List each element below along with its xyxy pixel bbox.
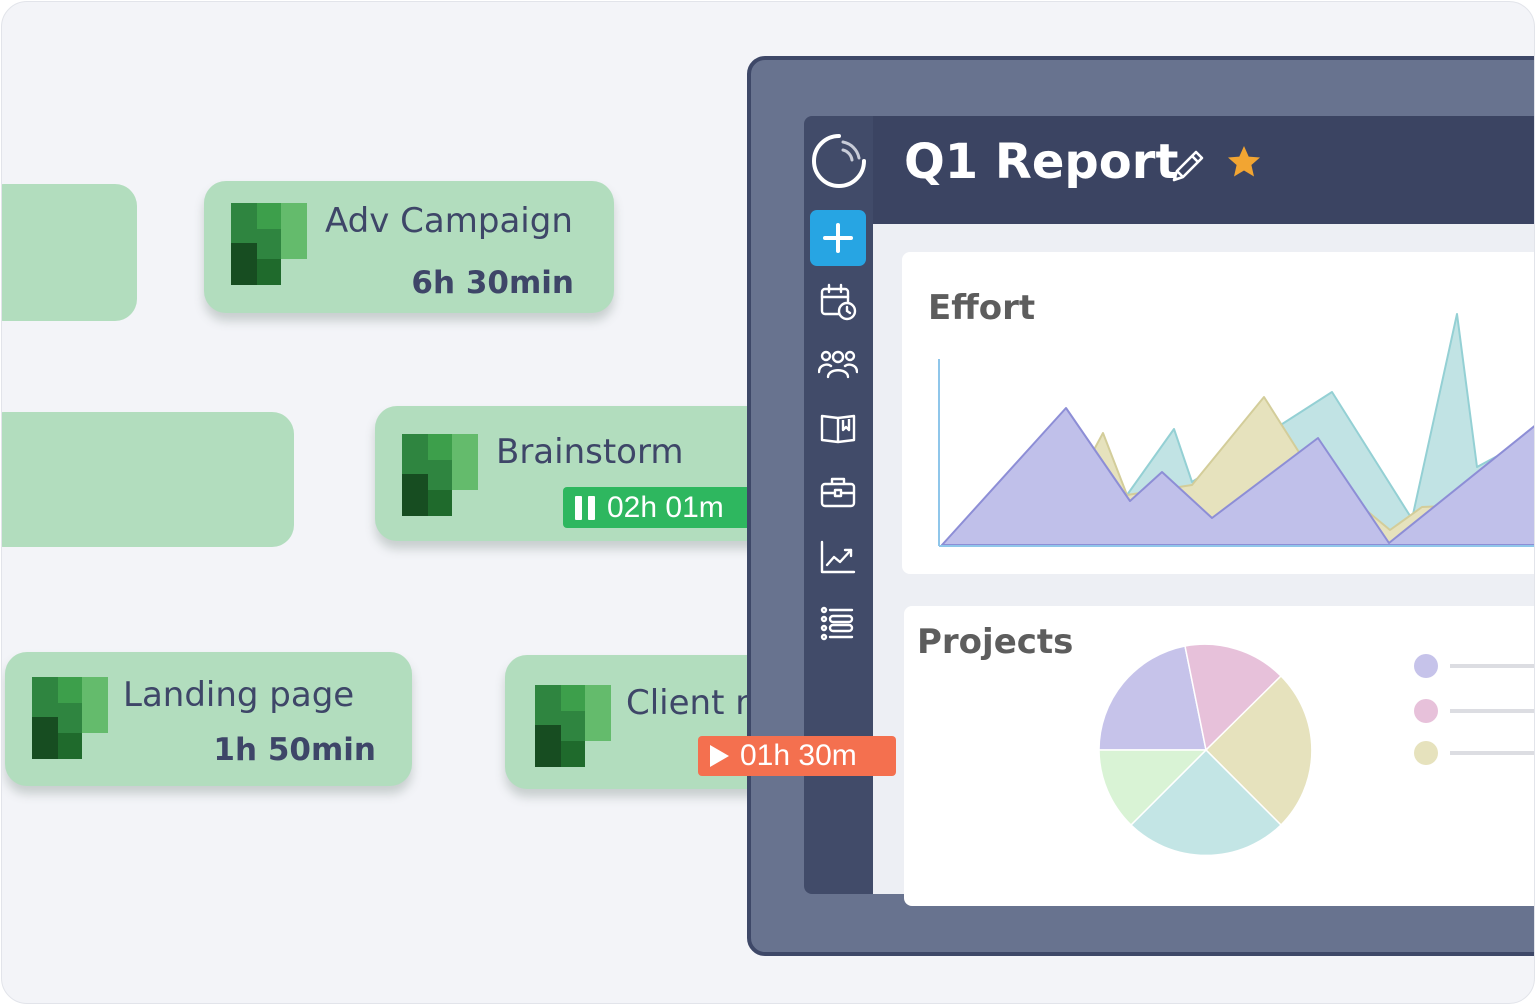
pause-icon xyxy=(575,495,595,520)
app-header xyxy=(873,116,1534,224)
page-title: Q1 Report xyxy=(904,134,1179,190)
team-icon[interactable] xyxy=(818,344,858,384)
timer-badge-running[interactable]: 02h 01m xyxy=(563,487,767,528)
task-title: Adv Campaign xyxy=(325,201,573,241)
pie-slice xyxy=(1098,749,1208,827)
legend-dot xyxy=(1414,699,1438,723)
task-duration: 1h 50min xyxy=(213,732,376,768)
legend-line xyxy=(1450,664,1534,668)
projects-pie-chart xyxy=(1098,643,1313,857)
area-series-purple xyxy=(941,407,1534,546)
pie-legend xyxy=(1414,654,1534,765)
planner-logo-icon xyxy=(535,685,611,767)
panel-title: Effort xyxy=(928,288,1036,328)
add-icon xyxy=(823,223,853,253)
task-duration: 6h 30min xyxy=(411,265,574,301)
task-card-landing-page[interactable]: Landing page 1h 50min xyxy=(5,652,412,786)
list-icon[interactable] xyxy=(818,602,858,642)
legend-dot xyxy=(1414,654,1438,678)
planner-logo-icon xyxy=(231,203,307,285)
planner-logo-icon xyxy=(402,434,478,516)
placeholder-card xyxy=(2,184,137,321)
planner-logo-icon xyxy=(32,677,108,759)
timer-badge-paused[interactable]: 01h 30m xyxy=(698,736,896,776)
effort-area-chart xyxy=(938,313,1534,547)
app-logo-icon xyxy=(812,134,866,188)
play-icon xyxy=(710,745,729,767)
briefcase-icon[interactable] xyxy=(818,473,858,513)
legend-dot xyxy=(1414,741,1438,765)
pie-slice xyxy=(1129,748,1283,857)
legend-line xyxy=(1450,751,1534,755)
pie-slice xyxy=(1204,674,1313,827)
add-button[interactable] xyxy=(810,210,866,266)
star-icon[interactable] xyxy=(1226,144,1262,180)
chart-line-icon[interactable] xyxy=(818,538,858,578)
task-title: Brainstorm xyxy=(496,432,684,472)
task-title: Landing page xyxy=(123,675,355,715)
placeholder-card xyxy=(2,412,294,547)
book-icon[interactable] xyxy=(818,408,858,448)
panel-title: Projects xyxy=(917,622,1074,662)
legend-line xyxy=(1450,709,1534,713)
edit-pencil-icon[interactable] xyxy=(1168,146,1206,186)
task-card-adv-campaign[interactable]: Adv Campaign 6h 30min xyxy=(204,181,614,313)
calendar-clock-icon[interactable] xyxy=(818,282,858,322)
pie-slice xyxy=(1098,645,1207,751)
pie-slice xyxy=(1184,643,1283,752)
task-card-brainstorm[interactable]: Brainstorm 02h 01m xyxy=(375,406,785,541)
timer-value: 01h 30m xyxy=(740,739,857,772)
timer-value: 02h 01m xyxy=(607,490,724,524)
